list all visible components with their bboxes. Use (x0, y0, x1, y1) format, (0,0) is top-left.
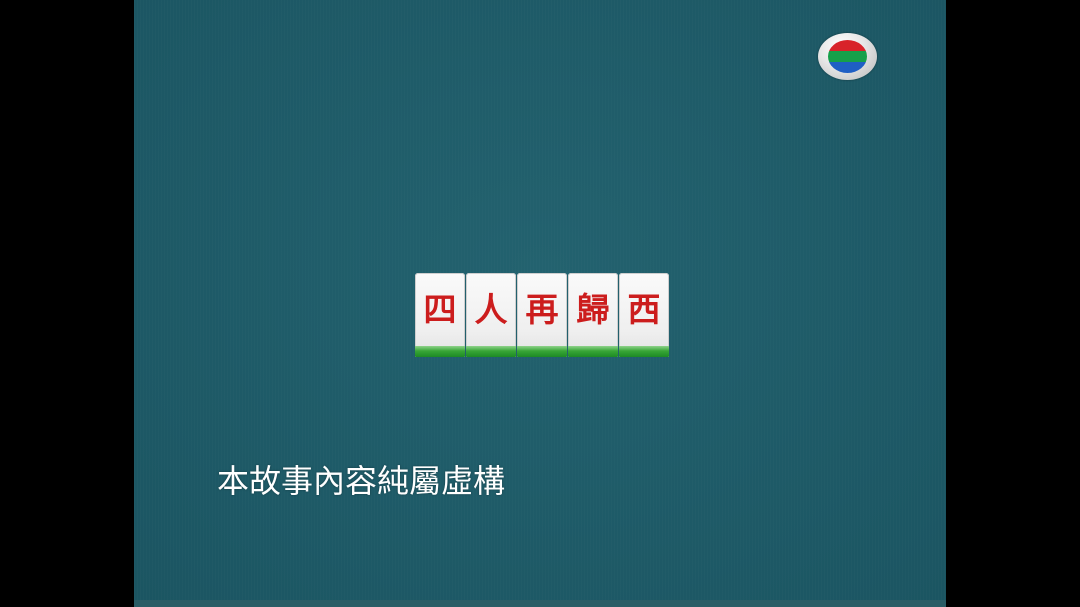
mahjong-tile: 四 (415, 273, 465, 357)
tile-character: 四 (423, 290, 457, 329)
logo-band-red (828, 40, 867, 51)
logo-band-blue (828, 62, 867, 73)
tile-character: 人 (474, 290, 508, 329)
tile-base (619, 346, 669, 357)
tile-base (568, 346, 618, 357)
logo-band-green (828, 51, 867, 62)
tile-character: 歸 (576, 290, 610, 329)
tile-base (466, 346, 516, 357)
tile-character: 西 (627, 290, 661, 329)
tvb-logo-icon (818, 33, 877, 80)
screen-bottom-strip (134, 600, 946, 607)
tvb-logo-bands (828, 40, 867, 73)
mahjong-tile: 西 (619, 273, 669, 357)
tile-base (517, 346, 567, 357)
fiction-disclaimer: 本故事內容純屬虛構 (217, 462, 506, 500)
tile-character: 再 (525, 290, 559, 329)
mahjong-tile: 人 (466, 273, 516, 357)
mahjong-tile: 再 (517, 273, 567, 357)
mahjong-title-tiles: 四 人 再 歸 西 (415, 273, 669, 357)
mahjong-tile: 歸 (568, 273, 618, 357)
tile-base (415, 346, 465, 357)
